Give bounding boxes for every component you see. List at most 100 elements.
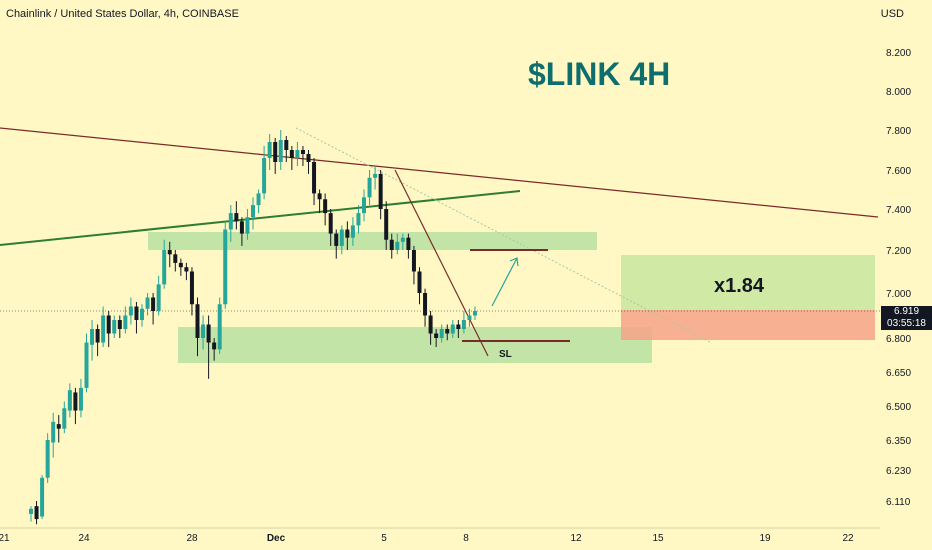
support-zone: [178, 327, 652, 363]
countdown-badge: 03:55:18: [881, 318, 932, 330]
x-tick-label: 22: [842, 533, 854, 544]
candle: [295, 142, 300, 166]
candle: [212, 338, 217, 361]
candle: [423, 288, 428, 327]
trend-lines: [0, 127, 880, 357]
candle-body: [134, 306, 139, 320]
stop-loss-label: SL: [499, 349, 512, 360]
candle-body: [289, 150, 294, 158]
candle: [273, 138, 278, 174]
candle-body: [56, 424, 61, 429]
candle-body: [395, 241, 400, 250]
candle-body: [34, 506, 39, 520]
candle: [206, 315, 211, 379]
candle: [84, 333, 89, 393]
candle-body: [51, 421, 56, 443]
candle: [56, 415, 61, 443]
candle: [256, 189, 261, 214]
candle-body: [389, 239, 394, 250]
x-tick-label: 21: [0, 533, 10, 544]
candle-body: [73, 392, 78, 411]
candle-body: [267, 142, 272, 158]
candle-body: [367, 177, 372, 198]
y-tick-label: 7.400: [886, 205, 911, 216]
candle: [173, 250, 178, 272]
candle-body: [373, 173, 378, 178]
candle-body: [234, 213, 239, 222]
candle: [306, 150, 311, 174]
candle: [45, 433, 50, 483]
candle-body: [40, 477, 45, 517]
candle: [234, 201, 239, 230]
candle-body: [189, 271, 194, 305]
candle-body: [101, 315, 106, 343]
candle: [428, 311, 433, 345]
candle-body: [178, 262, 183, 268]
candle: [267, 134, 272, 170]
candle-body: [350, 225, 355, 238]
candle-body: [428, 315, 433, 334]
x-tick-label: 12: [570, 533, 582, 544]
candle-body: [445, 329, 450, 334]
candle: [228, 205, 233, 242]
candle: [384, 201, 389, 250]
candle-body: [278, 140, 283, 162]
candle: [339, 225, 344, 255]
candle-body: [378, 173, 383, 209]
candle: [395, 233, 400, 255]
candle-body: [300, 150, 305, 154]
candle-body: [128, 306, 133, 316]
candle-body: [334, 233, 339, 246]
candle: [278, 130, 283, 170]
candle-body: [117, 320, 122, 329]
candle: [34, 501, 39, 525]
candle: [145, 293, 150, 316]
y-tick-label: 8.200: [886, 48, 911, 59]
y-tick-label: 6.230: [886, 466, 911, 477]
candle: [239, 217, 244, 246]
candle-body: [123, 315, 128, 329]
target-zone: [621, 255, 875, 310]
candle: [156, 275, 161, 316]
candle: [162, 239, 167, 289]
candle: [289, 146, 294, 170]
candle: [450, 320, 455, 338]
risk-reward-ratio: x1.84: [714, 275, 765, 297]
descending-trendline: [0, 127, 879, 218]
y-tick-label: 6.500: [886, 402, 911, 413]
x-tick-label: 5: [381, 533, 387, 544]
candle: [195, 297, 200, 357]
y-tick-label: 7.200: [886, 246, 911, 257]
candle-body: [151, 297, 156, 311]
candle: [312, 158, 317, 206]
candle: [367, 170, 372, 206]
symbol-title[interactable]: Chainlink / United States Dollar, 4h, CO…: [6, 8, 239, 20]
candle-body: [223, 229, 228, 305]
candle-body: [461, 320, 466, 329]
candle: [134, 302, 139, 334]
x-tick-label: 28: [186, 533, 198, 544]
candle-body: [456, 324, 461, 329]
candle: [300, 146, 305, 166]
support-resistance-zones: [148, 232, 875, 363]
candle: [62, 401, 67, 434]
candle-body: [140, 308, 144, 320]
candle: [95, 324, 100, 357]
candle-body: [184, 267, 189, 272]
candle-body: [78, 387, 83, 411]
last-price-badge: 6.919: [881, 306, 932, 318]
candle-body: [262, 158, 267, 194]
candle: [461, 311, 466, 334]
candle-body: [328, 213, 333, 234]
candle: [467, 308, 472, 327]
candle-body: [473, 311, 477, 316]
candle-body: [67, 390, 72, 411]
candle-body: [400, 237, 405, 242]
candle: [101, 306, 106, 348]
candle: [356, 205, 361, 234]
y-tick-label: 7.600: [886, 166, 911, 177]
candles: [29, 130, 477, 525]
candle-body: [467, 315, 472, 320]
candle-body: [362, 197, 366, 214]
